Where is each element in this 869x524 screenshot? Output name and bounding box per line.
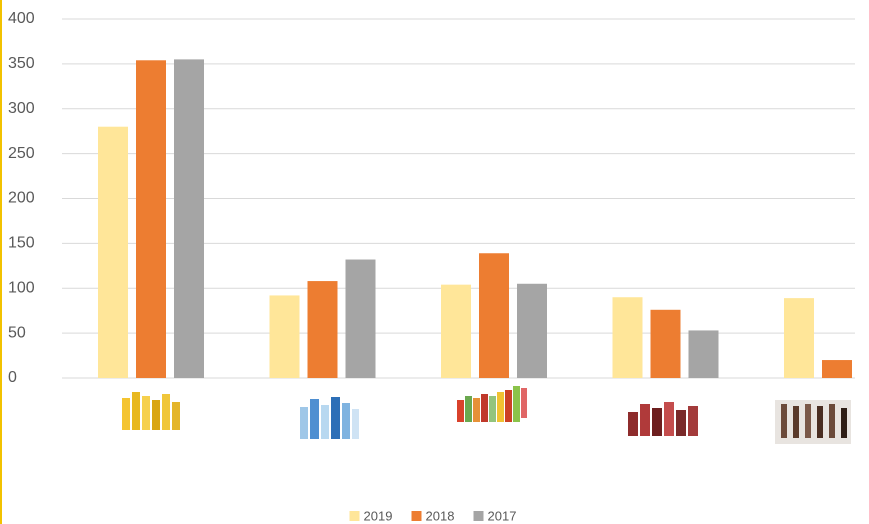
bar <box>174 59 204 378</box>
y-tick-label: 50 <box>8 324 26 341</box>
bar <box>784 298 814 378</box>
y-tick-label: 150 <box>8 235 35 252</box>
legend-label: 2019 <box>364 508 393 523</box>
bar <box>441 284 471 378</box>
bar <box>345 259 376 378</box>
bar <box>822 360 852 378</box>
legend-label: 2018 <box>426 508 455 523</box>
legend-swatch <box>349 511 360 521</box>
y-tick-label: 300 <box>8 100 35 117</box>
bar <box>517 283 547 378</box>
y-tick-label: 100 <box>8 279 35 296</box>
bar <box>612 297 643 378</box>
bar <box>688 330 719 378</box>
bar <box>479 253 509 378</box>
bar <box>307 281 338 378</box>
y-tick-label: 200 <box>8 190 35 207</box>
bar <box>98 126 128 378</box>
legend-swatch <box>411 511 422 521</box>
y-tick-label: 250 <box>8 145 35 162</box>
legend-swatch <box>473 511 484 521</box>
y-tick-label: 0 <box>8 369 17 386</box>
legend-label: 2017 <box>488 508 517 523</box>
y-tick-label: 350 <box>8 55 35 72</box>
bar <box>269 295 300 378</box>
y-tick-label: 400 <box>8 10 35 27</box>
bar <box>136 60 166 378</box>
bar <box>650 309 681 378</box>
category-images <box>122 386 851 444</box>
